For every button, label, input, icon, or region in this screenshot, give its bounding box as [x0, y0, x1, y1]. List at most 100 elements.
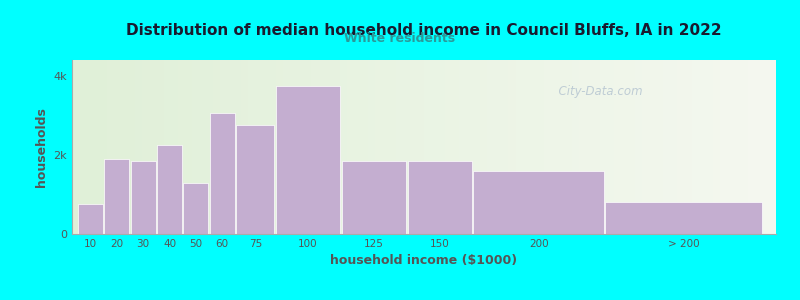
Bar: [600, 60, 607, 234]
Bar: [382, 60, 389, 234]
Bar: [685, 60, 691, 234]
Bar: [459, 60, 466, 234]
Bar: [290, 60, 298, 234]
Bar: [346, 60, 354, 234]
Bar: [206, 60, 213, 234]
Bar: [185, 60, 192, 234]
Bar: [135, 60, 142, 234]
Bar: [183, 183, 209, 234]
Bar: [606, 202, 762, 234]
Bar: [326, 60, 333, 234]
Bar: [586, 60, 593, 234]
Bar: [72, 60, 79, 234]
Bar: [431, 60, 438, 234]
Bar: [234, 60, 241, 234]
Bar: [565, 60, 572, 234]
Bar: [550, 60, 558, 234]
Bar: [333, 60, 339, 234]
Bar: [537, 60, 544, 234]
Title: Distribution of median household income in Council Bluffs, IA in 2022: Distribution of median household income …: [126, 23, 722, 38]
Bar: [515, 60, 522, 234]
Bar: [410, 60, 417, 234]
Bar: [210, 113, 235, 234]
Bar: [480, 60, 487, 234]
Bar: [621, 60, 628, 234]
Bar: [438, 60, 445, 234]
Bar: [311, 60, 318, 234]
Bar: [192, 60, 198, 234]
Y-axis label: households: households: [35, 107, 48, 187]
Bar: [769, 60, 776, 234]
X-axis label: household income ($1000): household income ($1000): [330, 254, 518, 267]
Bar: [93, 60, 100, 234]
Bar: [107, 60, 114, 234]
Bar: [650, 60, 656, 234]
Bar: [762, 60, 769, 234]
Bar: [509, 60, 515, 234]
Bar: [593, 60, 600, 234]
Bar: [79, 60, 86, 234]
Bar: [361, 60, 368, 234]
Bar: [86, 60, 93, 234]
Bar: [236, 125, 274, 234]
Bar: [396, 60, 403, 234]
Bar: [142, 60, 150, 234]
Bar: [466, 60, 474, 234]
Bar: [342, 161, 406, 234]
Bar: [642, 60, 650, 234]
Bar: [734, 60, 741, 234]
Bar: [104, 159, 130, 234]
Bar: [276, 86, 340, 234]
Bar: [122, 60, 128, 234]
Bar: [558, 60, 565, 234]
Bar: [407, 161, 472, 234]
Bar: [354, 60, 361, 234]
Bar: [726, 60, 734, 234]
Bar: [544, 60, 550, 234]
Bar: [368, 60, 374, 234]
Bar: [713, 60, 720, 234]
Bar: [678, 60, 685, 234]
Bar: [494, 60, 502, 234]
Bar: [579, 60, 586, 234]
Bar: [248, 60, 255, 234]
Bar: [283, 60, 290, 234]
Bar: [748, 60, 755, 234]
Bar: [403, 60, 410, 234]
Bar: [213, 60, 220, 234]
Bar: [276, 60, 283, 234]
Bar: [100, 60, 107, 234]
Bar: [445, 60, 452, 234]
Text: White residents: White residents: [345, 32, 455, 44]
Bar: [374, 60, 382, 234]
Bar: [572, 60, 579, 234]
Bar: [78, 204, 103, 234]
Bar: [424, 60, 431, 234]
Bar: [522, 60, 530, 234]
Bar: [262, 60, 269, 234]
Bar: [452, 60, 459, 234]
Bar: [670, 60, 678, 234]
Bar: [269, 60, 276, 234]
Bar: [128, 60, 135, 234]
Bar: [163, 60, 170, 234]
Bar: [755, 60, 762, 234]
Bar: [220, 60, 227, 234]
Bar: [298, 60, 304, 234]
Bar: [720, 60, 726, 234]
Bar: [698, 60, 706, 234]
Bar: [656, 60, 663, 234]
Bar: [474, 171, 604, 234]
Text: City-Data.com: City-Data.com: [550, 85, 642, 98]
Bar: [339, 60, 346, 234]
Bar: [157, 145, 182, 234]
Bar: [255, 60, 262, 234]
Bar: [178, 60, 185, 234]
Bar: [607, 60, 614, 234]
Bar: [304, 60, 311, 234]
Bar: [130, 161, 156, 234]
Bar: [628, 60, 635, 234]
Bar: [614, 60, 621, 234]
Bar: [741, 60, 748, 234]
Bar: [502, 60, 509, 234]
